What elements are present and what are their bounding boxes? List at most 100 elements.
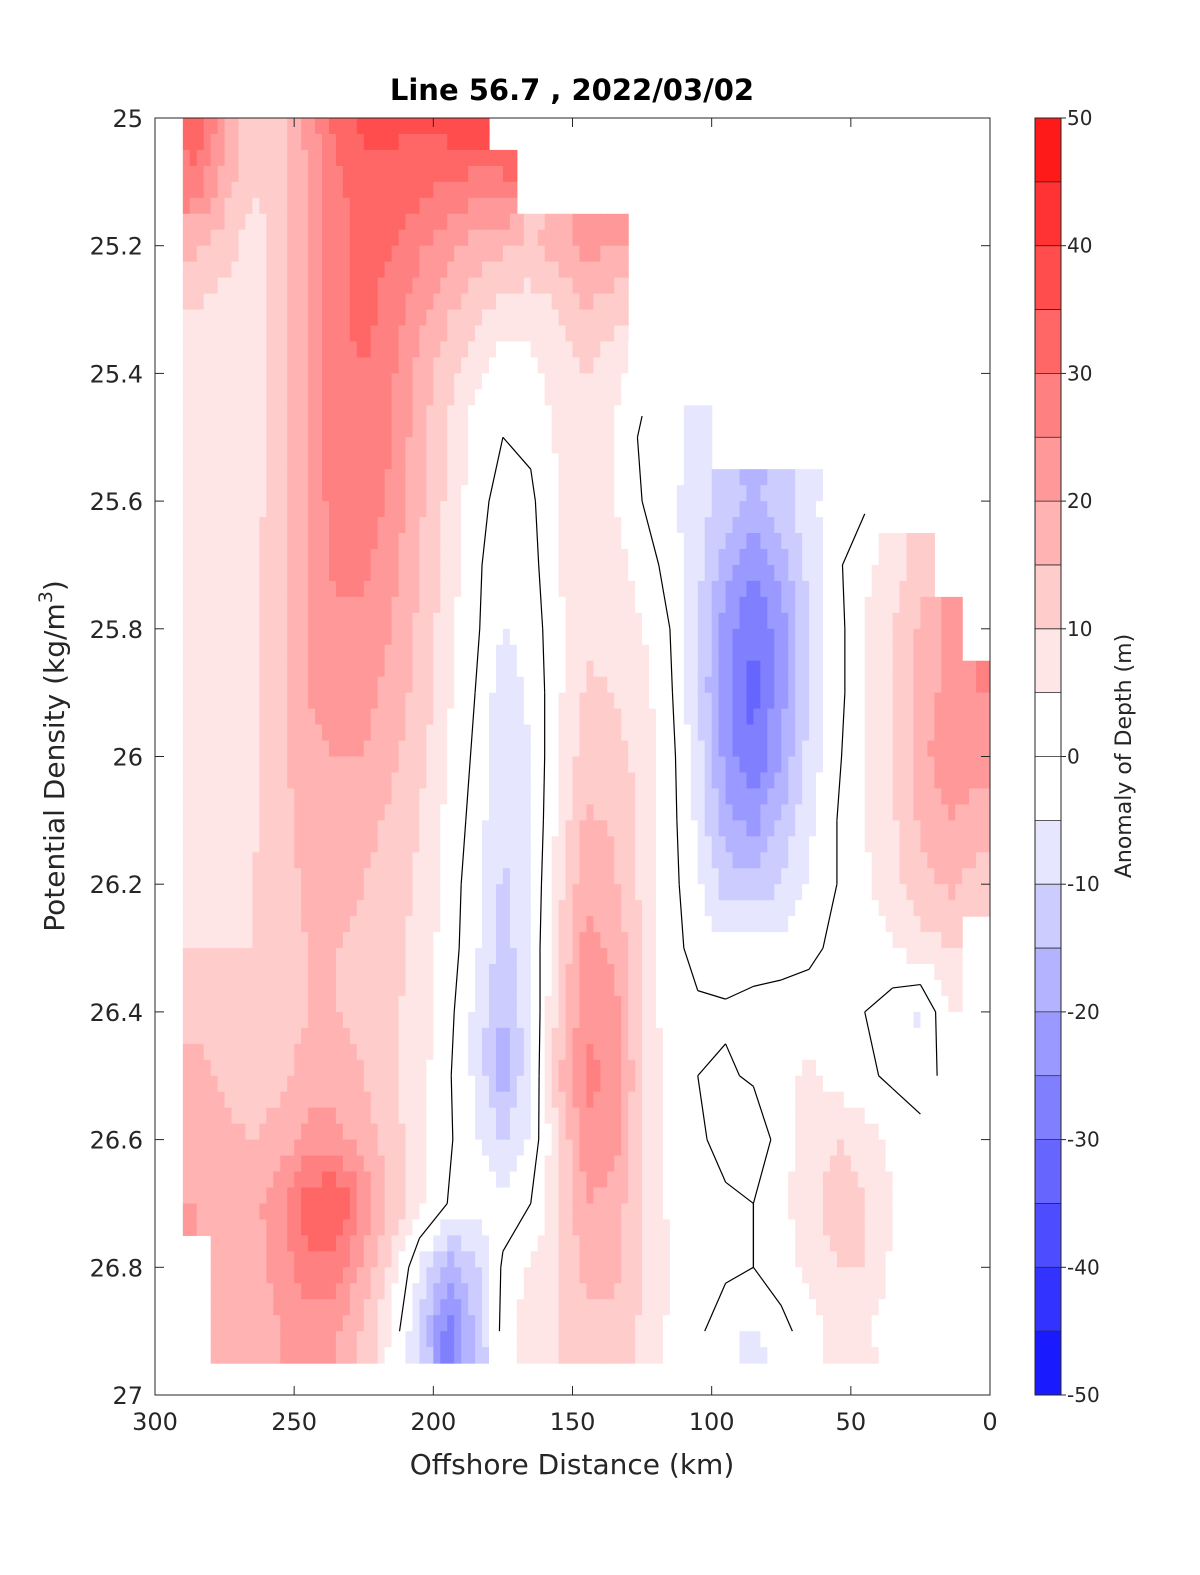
heatmap-cell [537,309,546,327]
heatmap-cell [502,836,511,853]
heatmap-cell [203,708,212,726]
heatmap-cell [899,676,908,694]
heatmap-cell [635,676,643,694]
heatmap-cell [210,868,219,885]
heatmap-cell [231,229,240,247]
heatmap-cell [864,852,873,869]
heatmap-cell [523,501,532,518]
heatmap-cell [266,564,274,582]
heatmap-cell [398,564,407,582]
heatmap-cell [809,836,817,853]
heatmap-cell [189,357,198,374]
heatmap-cell [809,628,817,646]
heatmap-cell [565,421,574,438]
heatmap-cell [969,756,977,774]
heatmap-cell [461,804,469,821]
heatmap-cell [816,916,824,933]
heatmap-cell [426,213,434,231]
heatmap-cell [676,884,685,901]
heatmap-cell [669,469,678,486]
heatmap-cell [614,373,622,390]
heatmap-cell [676,676,685,694]
heatmap-cell [203,772,212,790]
heatmap-cell [704,517,713,534]
heatmap-cell [857,788,866,805]
heatmap-cell [656,548,664,566]
heatmap-cell [551,325,560,343]
heatmap-cell [509,644,518,662]
heatmap-cell [690,548,699,566]
heatmap-cell [454,852,462,869]
heatmap-cell [370,836,379,853]
heatmap-cell [579,900,588,917]
heatmap-cell [412,676,421,694]
heatmap-cell [238,309,247,327]
heatmap-cell [454,660,462,678]
heatmap-cell [649,660,657,678]
heatmap-cell [308,804,316,821]
heatmap-cell [697,900,706,917]
heatmap-cell [433,692,441,710]
heatmap-cell [238,485,247,502]
heatmap-cell [572,676,581,694]
heatmap-cell [356,644,365,662]
heatmap-cell [377,756,386,774]
heatmap-cell [356,612,365,630]
heatmap-cell [509,341,518,359]
heatmap-cell [259,373,267,390]
heatmap-cell [294,644,302,662]
heatmap-cell [530,501,539,518]
heatmap-cell [795,772,803,790]
heatmap-cell [809,756,817,774]
heatmap-cell [628,868,636,885]
heatmap-cell [746,900,755,917]
heatmap-cell [565,804,574,821]
heatmap-cell [405,964,414,981]
heatmap-cell [593,660,601,678]
heatmap-cell [850,533,859,550]
heatmap-cell [461,676,469,694]
heatmap-cell [224,245,233,263]
heatmap-cell [273,245,281,263]
heatmap-cell [558,644,567,662]
heatmap-cell [739,788,748,805]
heatmap-cell [537,293,546,311]
heatmap-cell [850,644,859,662]
heatmap-cell [315,772,323,790]
heatmap-cell [419,804,427,821]
heatmap-cell [718,756,727,774]
heatmap-cell [315,948,323,965]
heatmap-cell [725,740,734,758]
heatmap-cell [621,389,629,406]
heatmap-cell [600,852,608,869]
heatmap-cell [349,884,358,901]
heatmap-cell [405,485,414,502]
heatmap-cell [217,660,226,678]
heatmap-cell [287,325,295,343]
heatmap-cell [669,405,678,422]
heatmap-cell [516,660,525,678]
heatmap-cell [614,916,622,933]
heatmap-cell [405,501,414,518]
heatmap-cell [447,644,455,662]
heatmap-cell [920,884,928,901]
heatmap-cell [370,708,379,726]
heatmap-cell [328,213,337,231]
heatmap-cell [823,900,831,917]
heatmap-cell [885,676,894,694]
heatmap-cell [669,772,678,790]
heatmap-cell [690,692,699,710]
heatmap-cell [572,405,581,422]
heatmap-cell [280,325,288,343]
heatmap-cell [363,948,372,965]
heatmap-cell [489,772,497,790]
heatmap-cell [447,469,455,486]
heatmap-cell [593,405,601,422]
heatmap-cell [426,341,434,359]
heatmap-cell [537,421,546,438]
heatmap-cell [746,964,755,981]
heatmap-cell [454,740,462,758]
heatmap-cell [280,309,288,327]
heatmap-cell [182,373,191,390]
heatmap-cell [287,389,295,406]
